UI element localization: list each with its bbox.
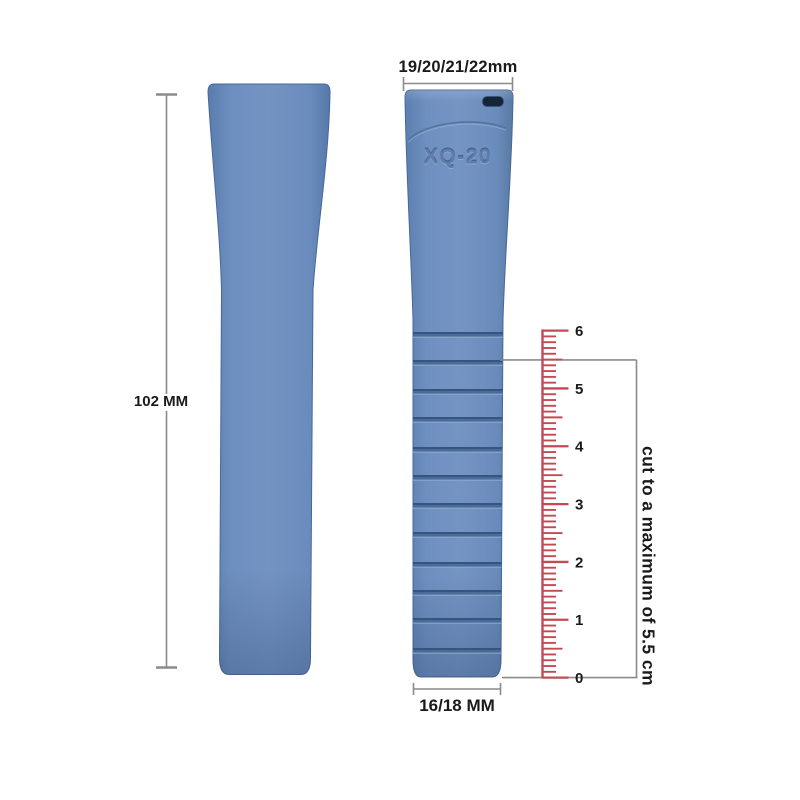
svg-text:XQ-20: XQ-20 [424,144,492,167]
strap-engraving: XQ-20 XQ-20 XQ-20 [424,144,492,170]
groove-band [410,564,506,567]
ruler-number: 3 [575,497,583,514]
groove-highlight [410,622,506,624]
lug-width-label: 19/20/21/22mm [398,58,518,76]
groove-highlight [410,536,506,538]
groove-band [410,391,506,394]
groove-highlight [410,393,506,395]
groove-highlight [410,336,506,338]
groove-highlight [410,594,506,596]
groove-shadow [410,447,506,450]
ruler-number: 6 [575,323,583,340]
ruler: 0 1 2 3 4 5 6 [541,323,584,687]
strap-front-view: XQ-20 XQ-20 XQ-20 [404,89,514,678]
groove-band [410,534,506,537]
ruler-number: 4 [575,439,584,456]
groove-shadow [410,532,506,535]
groove-shadow [410,332,506,335]
groove-highlight [410,421,506,423]
groove-band [410,650,506,653]
groove-shadow [410,562,506,565]
groove-highlight [410,652,506,654]
dimension-lines [156,77,638,695]
ruler-number: 5 [575,381,583,398]
groove-shadow [410,503,506,506]
groove-band [410,362,506,365]
groove-shadow [410,360,506,363]
groove-shadow [410,389,506,392]
groove-shadow [410,648,506,651]
tail-width-label: 16/18 MM [419,696,495,715]
groove-highlight [410,479,506,481]
svg-text:XQ-20: XQ-20 [424,147,492,170]
groove-highlight [410,566,506,568]
groove-highlight [410,451,506,453]
cut-note-label: cut to a maximum of 5.5 cm [638,446,659,686]
length-dimension-line [156,93,177,669]
groove-band [410,334,506,337]
groove-highlight [410,507,506,509]
groove-band [410,620,506,623]
strap-back-view [207,83,331,675]
ruler-number: 0 [575,670,583,687]
groove-band [410,477,506,480]
svg-text:XQ-20: XQ-20 [424,145,492,168]
groove-highlight [410,364,506,366]
spring-bar-slot [482,96,504,107]
groove-band [410,505,506,508]
ruler-number: 1 [575,612,583,629]
groove-shadow [410,475,506,478]
groove-shadow [410,618,506,621]
ruler-number: 2 [575,554,583,571]
strap-crease [407,121,507,143]
groove-band [410,449,506,452]
length-label: 102 MM [130,393,192,411]
groove-shadow [410,417,506,420]
groove-shadow [410,590,506,593]
groove-band [410,592,506,595]
strap-grooves [410,332,506,654]
bottom-width-dimension-line [412,683,502,695]
top-width-dimension-line [402,77,514,91]
groove-band [410,419,506,422]
cut-guide-lines [500,359,638,679]
